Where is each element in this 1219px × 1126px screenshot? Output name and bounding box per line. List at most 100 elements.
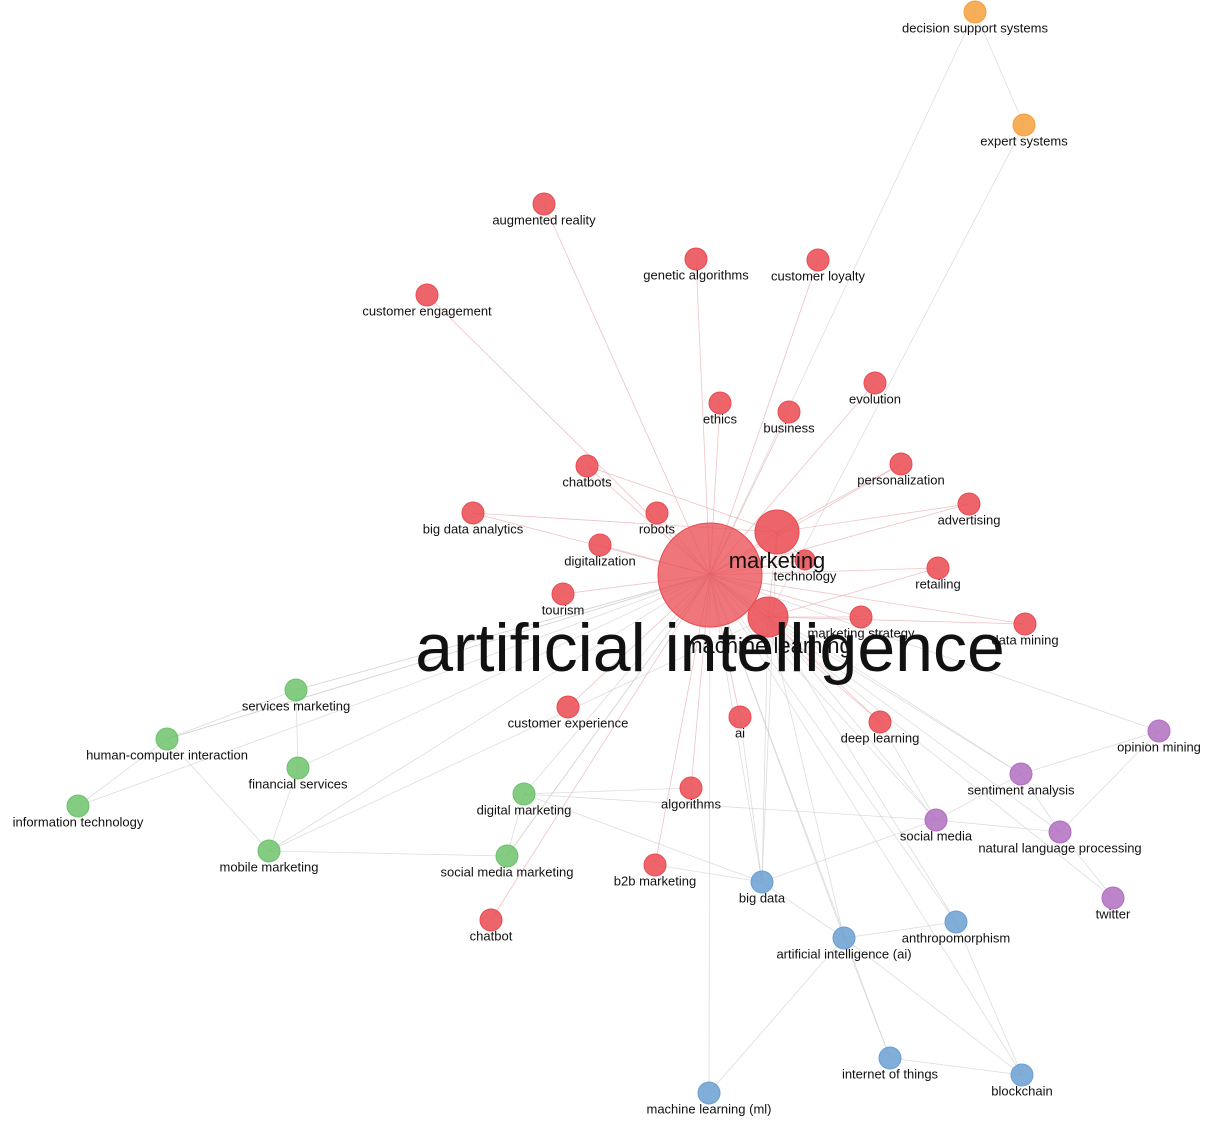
edge xyxy=(543,203,711,576)
node-label: machine learning xyxy=(684,633,852,658)
node-label: personalization xyxy=(857,472,944,487)
node-label: human-computer interaction xyxy=(86,747,248,762)
node-label: financial services xyxy=(249,776,348,791)
edge xyxy=(523,793,763,883)
node xyxy=(532,192,556,216)
edge xyxy=(490,574,711,921)
node xyxy=(963,0,987,24)
node-label: internet of things xyxy=(842,1066,939,1081)
node xyxy=(868,710,892,734)
node xyxy=(461,501,485,525)
node xyxy=(684,247,708,271)
edge xyxy=(767,616,1026,625)
node xyxy=(944,910,968,934)
edge xyxy=(767,124,1025,618)
node-label: artificial intelligence xyxy=(415,610,1005,686)
edge xyxy=(166,689,297,740)
edge xyxy=(709,574,891,1059)
node xyxy=(645,501,669,525)
edge xyxy=(1059,730,1160,833)
edge xyxy=(767,616,881,723)
edge xyxy=(843,937,891,1059)
edge xyxy=(935,773,1022,821)
node-label: anthropomorphism xyxy=(902,930,1010,945)
edge xyxy=(761,819,937,883)
node-label: sentiment analysis xyxy=(968,782,1075,797)
node-label: social media xyxy=(900,828,973,843)
node-label: mobile marketing xyxy=(220,859,319,874)
node xyxy=(863,371,887,395)
node xyxy=(679,776,703,800)
edge xyxy=(709,574,1023,1076)
edge xyxy=(708,937,845,1094)
node-label: opinion mining xyxy=(1117,739,1201,754)
edge xyxy=(761,881,845,939)
node-label: ai xyxy=(735,725,745,740)
node xyxy=(1010,1063,1034,1087)
node xyxy=(889,452,913,476)
node xyxy=(697,1081,721,1105)
node xyxy=(415,283,439,307)
node-label: evolution xyxy=(849,391,901,406)
node-label: advertising xyxy=(938,512,1001,527)
edge xyxy=(295,689,299,769)
node xyxy=(657,522,763,628)
node-label: data mining xyxy=(991,632,1058,647)
edge xyxy=(709,259,819,576)
edge xyxy=(767,616,937,821)
node xyxy=(878,1046,902,1070)
edge xyxy=(77,738,168,807)
node xyxy=(1013,612,1037,636)
edge xyxy=(77,574,711,807)
node-label: big data analytics xyxy=(423,521,524,536)
edge xyxy=(268,850,508,857)
edge xyxy=(879,721,937,821)
edge xyxy=(654,864,763,883)
node xyxy=(257,839,281,863)
node xyxy=(512,782,536,806)
edge xyxy=(761,531,778,883)
node xyxy=(643,853,667,877)
node xyxy=(551,582,575,606)
node xyxy=(479,908,503,932)
node-label: services marketing xyxy=(242,698,350,713)
node xyxy=(556,695,580,719)
node-label: customer engagement xyxy=(362,303,492,318)
node xyxy=(754,509,800,555)
edge xyxy=(523,793,937,821)
node xyxy=(155,727,179,751)
edge xyxy=(767,567,939,618)
edge xyxy=(843,937,1023,1076)
node-label: technology xyxy=(774,568,837,583)
node xyxy=(588,533,612,557)
node xyxy=(747,596,789,638)
node-label: information technology xyxy=(13,814,144,829)
edge xyxy=(1020,730,1160,775)
node xyxy=(806,248,830,272)
edge xyxy=(709,574,957,923)
edge xyxy=(506,574,711,857)
node-label: robots xyxy=(639,521,676,536)
edge xyxy=(1020,773,1061,833)
edge xyxy=(843,921,957,939)
edge xyxy=(523,787,692,795)
edge xyxy=(767,616,845,939)
node xyxy=(832,926,856,950)
edge xyxy=(974,11,1025,126)
node-label: twitter xyxy=(1096,906,1131,921)
labels: decision support systems expert systems au… xyxy=(13,20,1201,1116)
node-label: artificial intelligence (ai) xyxy=(776,946,911,961)
node-label: customer loyalty xyxy=(771,268,865,283)
node xyxy=(495,844,519,868)
edge xyxy=(935,819,1061,833)
node-label: digital marketing xyxy=(477,802,572,817)
node xyxy=(957,492,981,516)
node-label: chatbot xyxy=(470,928,513,943)
node-label: machine learning (ml) xyxy=(647,1101,772,1116)
edge xyxy=(166,738,270,852)
node xyxy=(777,400,801,424)
edge xyxy=(1059,831,1114,899)
edge xyxy=(268,616,769,852)
edge xyxy=(776,463,902,533)
